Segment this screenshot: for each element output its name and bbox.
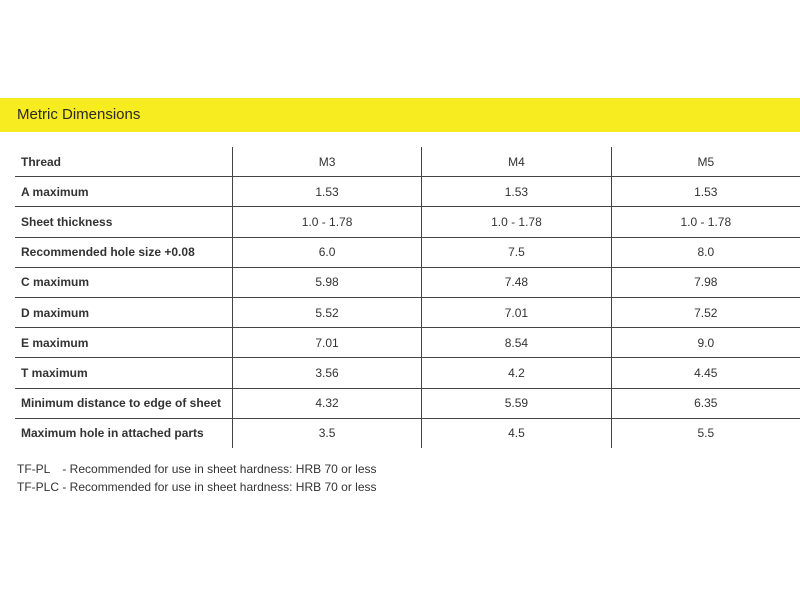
cell-value: 1.0 - 1.78: [610, 206, 800, 238]
cell-value: 7.01: [421, 297, 612, 329]
cell-value: 6.0: [231, 237, 422, 268]
table-row: E maximum 7.01 8.54 9.0: [15, 327, 800, 359]
cell-value: 5.52: [231, 297, 422, 329]
row-label: D maximum: [15, 297, 233, 329]
table-row: Sheet thickness 1.0 - 1.78 1.0 - 1.78 1.0 -…: [15, 206, 800, 238]
row-label: Maximum hole in attached parts: [21, 426, 204, 441]
row-label: Minimum distance to edge of sheet: [15, 388, 233, 419]
table-row: Recommended hole size +0.08 6.0 7.5 8.0: [15, 237, 800, 268]
table-row: Minimum distance to edge of sheet 4.32 5.5…: [15, 388, 800, 419]
cell-value: 5.98: [231, 267, 422, 298]
row-label: Thread: [15, 147, 233, 178]
cell-value: M5: [610, 147, 800, 178]
cell-value: 5.5: [610, 418, 800, 448]
cell-value: M4: [421, 147, 612, 178]
cell-value: 4.32: [231, 388, 422, 419]
table-row: D maximum 5.52 7.01 7.52: [15, 297, 800, 329]
footnotes: TF-PL - Recommended for use in sheet har…: [17, 460, 377, 496]
cell-value: 6.35: [610, 388, 800, 419]
cell-value: 8.54: [421, 327, 612, 359]
cell-value: 1.0 - 1.78: [421, 206, 612, 238]
cell-value: 1.53: [421, 176, 612, 208]
page-title: Metric Dimensions: [17, 106, 141, 123]
cell-value: 5.59: [421, 388, 612, 419]
table-row: T maximum 3.56 4.2 4.45: [15, 357, 800, 389]
table-row: Maximum hole in attached parts 3.5 4.5 5.5: [15, 418, 800, 448]
row-label: Recommended hole size +0.08: [15, 237, 233, 268]
title-band: Metric Dimensions: [0, 98, 800, 132]
cell-value: 8.0: [610, 237, 800, 268]
row-label: T maximum: [15, 357, 233, 389]
cell-value: 4.2: [421, 357, 612, 389]
cell-value: 9.0: [610, 327, 800, 359]
footnote: TF-PL - Recommended for use in sheet har…: [17, 462, 377, 476]
table-header-row: Thread M3 M4 M5: [15, 147, 800, 178]
metric-dimensions-table: Thread M3 M4 M5 A maximum 1.53 1.53 1.53 Sheet t…: [15, 147, 800, 448]
cell-value: 7.01: [231, 327, 422, 359]
cell-value: 4.5: [421, 418, 612, 448]
row-label: A maximum: [15, 176, 233, 208]
table-row: C maximum 5.98 7.48 7.98: [15, 267, 800, 298]
cell-value: M3: [231, 147, 422, 178]
table-row: A maximum 1.53 1.53 1.53: [15, 176, 800, 208]
cell-value: 3.56: [231, 357, 422, 389]
footnote: TF-PLC - Recommended for use in sheet ha…: [17, 480, 377, 494]
row-label: E maximum: [15, 327, 233, 359]
cell-value: 1.53: [231, 176, 422, 208]
cell-value: 1.53: [610, 176, 800, 208]
cell-value: 7.98: [610, 267, 800, 298]
cell-value: 7.52: [610, 297, 800, 329]
cell-value: 1.0 - 1.78: [231, 206, 422, 238]
cell-value: 7.5: [421, 237, 612, 268]
row-label: Sheet thickness: [15, 206, 233, 238]
row-label: C maximum: [15, 267, 233, 298]
cell-value: 4.45: [610, 357, 800, 389]
cell-value: 7.48: [421, 267, 612, 298]
cell-value: 3.5: [231, 418, 422, 448]
